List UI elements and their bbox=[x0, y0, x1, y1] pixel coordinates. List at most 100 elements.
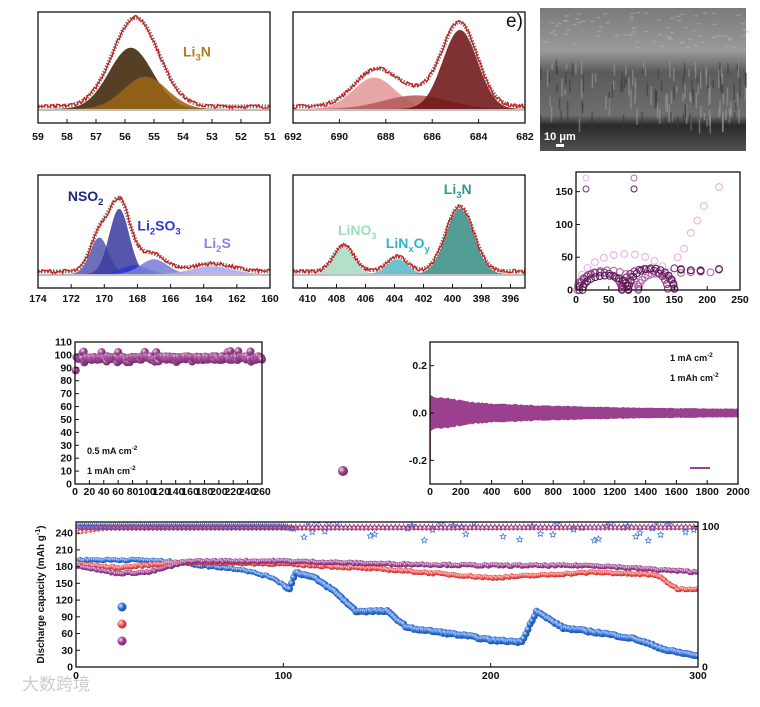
x-tick-label: 1800 bbox=[696, 486, 720, 498]
ce-star-SSE bbox=[499, 532, 508, 540]
ce-star-SSE bbox=[566, 513, 572, 519]
ce-star-SSE bbox=[687, 522, 693, 523]
eis-point-3-mins bbox=[677, 269, 685, 277]
x-tick-label: 164 bbox=[195, 293, 213, 305]
ce-star-SSE bbox=[297, 511, 303, 517]
sem-texture bbox=[684, 83, 686, 98]
sem-texture bbox=[721, 74, 724, 86]
x-tick-label: 692 bbox=[284, 131, 302, 143]
condition-text: 1 mAh cm bbox=[670, 373, 713, 383]
eis-panel-f: 0 50 100 150 200 250 0 50 100 150 bbox=[555, 171, 749, 306]
sem-texture bbox=[565, 72, 567, 85]
sem-texture bbox=[629, 16, 634, 19]
sem-texture bbox=[605, 96, 607, 111]
x-tick-label: 54 bbox=[177, 131, 189, 143]
sem-texture bbox=[572, 24, 577, 26]
condition-label: 1 mA cm-2 bbox=[670, 352, 713, 363]
sem-texture bbox=[712, 36, 717, 39]
sem-texture bbox=[565, 15, 570, 17]
eis-point-5-mins bbox=[663, 284, 672, 293]
sem-texture bbox=[654, 88, 657, 109]
ce-star-SSE bbox=[437, 522, 445, 528]
sem-texture bbox=[688, 69, 690, 78]
sem-texture bbox=[666, 36, 671, 38]
capacity-point-SSE bbox=[524, 625, 532, 633]
sem-texture bbox=[718, 108, 720, 118]
eis-point-1-min bbox=[699, 202, 708, 211]
panel-f-frame bbox=[575, 171, 741, 291]
y-tick-label: 0 bbox=[67, 662, 73, 674]
y-tick-label: 0 bbox=[66, 479, 72, 491]
sem-texture bbox=[736, 14, 741, 17]
eis-point-1-min bbox=[680, 244, 689, 253]
subscript: 3 bbox=[175, 227, 180, 238]
sem-texture bbox=[660, 81, 663, 92]
sem-texture bbox=[546, 70, 549, 87]
eis-point-1-min bbox=[590, 258, 599, 267]
ce-star-SSE bbox=[631, 532, 640, 541]
ce-star-SSE bbox=[384, 511, 390, 517]
sem-texture bbox=[666, 93, 668, 113]
x-tick-label: 240 bbox=[239, 486, 257, 498]
voltage-profile bbox=[430, 395, 738, 431]
sem-texture bbox=[696, 76, 699, 83]
x-tick-label: 52 bbox=[235, 131, 247, 143]
raw-data-line bbox=[292, 20, 526, 110]
sem-texture bbox=[561, 78, 563, 97]
ce-star-SSE bbox=[644, 536, 653, 544]
sem-texture bbox=[694, 61, 697, 72]
ce-star-SSE bbox=[636, 528, 644, 537]
sem-texture bbox=[566, 28, 571, 31]
peak-fill-LiNO3 bbox=[293, 247, 525, 274]
sem-texture bbox=[670, 112, 672, 132]
sem-texture bbox=[668, 38, 673, 40]
sem-texture bbox=[596, 35, 601, 38]
sem-texture bbox=[717, 34, 722, 37]
sem-texture bbox=[581, 100, 584, 110]
sem-texture bbox=[727, 38, 732, 41]
sem-texture bbox=[658, 108, 661, 124]
x-tick-label: 180 bbox=[196, 486, 214, 498]
sem-texture bbox=[725, 109, 727, 121]
subscript: y bbox=[425, 244, 431, 255]
eis-point-120-mins bbox=[632, 269, 641, 278]
capacity-point-SSE bbox=[288, 579, 296, 587]
eis-point-120-mins bbox=[669, 280, 678, 288]
condition-text: 1 mA cm bbox=[670, 353, 707, 363]
x-tick-label: 398 bbox=[473, 293, 491, 305]
legend-marker bbox=[338, 466, 348, 476]
sem-texture bbox=[719, 76, 722, 92]
sem-texture bbox=[580, 78, 583, 99]
sem-texture bbox=[628, 77, 630, 97]
eis-point-5-mins bbox=[670, 264, 679, 273]
ce-star-SSE bbox=[616, 503, 622, 509]
sem-texture bbox=[676, 115, 679, 129]
sem-texture bbox=[739, 77, 741, 98]
ce-star-SSE bbox=[492, 514, 498, 520]
sem-texture bbox=[628, 33, 633, 36]
ce-star-SSE bbox=[548, 530, 557, 538]
sem-texture bbox=[733, 83, 736, 100]
ce-star-SSE bbox=[318, 509, 324, 515]
eis-point-1-min bbox=[583, 263, 592, 272]
panel-i-frame bbox=[75, 521, 699, 668]
y-axis-label-part: ) bbox=[36, 526, 47, 529]
sem-texture bbox=[680, 42, 685, 44]
sem-texture bbox=[683, 63, 686, 79]
label-text: Li bbox=[137, 218, 149, 234]
ce-star-SSE bbox=[533, 503, 539, 509]
sem-texture bbox=[655, 90, 658, 108]
ce-star-SSE bbox=[521, 501, 527, 507]
peak-fill-NSO2-a bbox=[38, 237, 270, 274]
eis-point-1-min bbox=[609, 251, 618, 260]
sem-texture bbox=[724, 45, 729, 47]
legend-marker bbox=[582, 185, 590, 193]
sem-texture bbox=[577, 21, 582, 24]
eis-point-1-min bbox=[631, 250, 639, 259]
panel-label-e: e) bbox=[506, 11, 523, 32]
sem-texture bbox=[730, 101, 732, 117]
ce-star-SSE bbox=[479, 500, 485, 506]
ce-star-SSE bbox=[434, 502, 440, 508]
sem-texture bbox=[700, 41, 705, 43]
ce-point bbox=[71, 366, 80, 375]
